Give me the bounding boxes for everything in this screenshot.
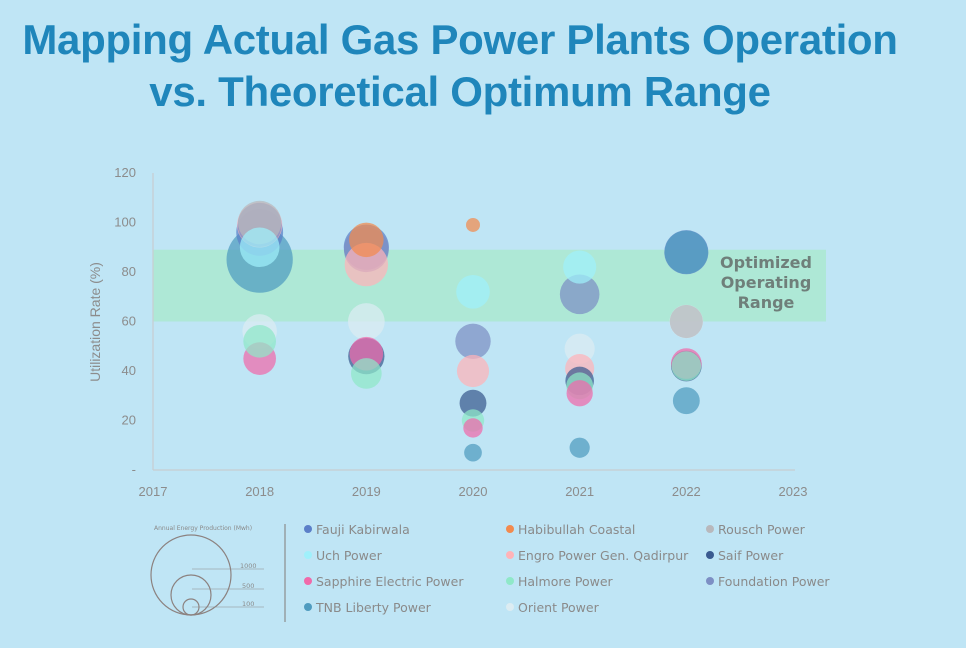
- bubble-habibullah-coastal-2020: [466, 217, 480, 232]
- band-label-line-2: Operating: [721, 273, 812, 292]
- legend-label: Saif Power: [718, 548, 784, 563]
- legend-item: Sapphire Electric Power: [304, 574, 463, 589]
- size-label-1000: 1000: [240, 562, 257, 570]
- legend-marker-icon: [506, 603, 514, 611]
- legend-label: Fauji Kabirwala: [316, 522, 410, 537]
- legend-item: Fauji Kabirwala: [304, 522, 410, 537]
- bubble-foundation-power-2021: [559, 274, 600, 315]
- legend-item: Engro Power Gen. Qadirpur: [506, 548, 688, 563]
- x-tick-label: 2019: [352, 484, 381, 499]
- bubble-tnb-liberty-power-2021: [569, 437, 590, 458]
- bubble-tnb-liberty-power-2022: [664, 230, 709, 274]
- legend-item: Rousch Power: [706, 522, 805, 537]
- legend-marker-icon: [506, 525, 514, 533]
- legend-marker-icon: [706, 551, 714, 559]
- band-label: Optimized Operating Range: [720, 253, 812, 312]
- y-tick-label: 80: [122, 264, 136, 279]
- legend-item: Orient Power: [506, 600, 599, 615]
- size-legend-title: Annual Energy Production (Mwh): [154, 525, 252, 532]
- bubble-tnb-liberty-power-2022: [672, 387, 700, 415]
- legend-marker-icon: [304, 525, 312, 533]
- legend-item: Saif Power: [706, 548, 783, 563]
- legend-label: Engro Power Gen. Qadirpur: [518, 548, 689, 563]
- bubbles: [226, 200, 709, 462]
- bubble-uch-power-2020: [456, 275, 490, 309]
- y-axis-label: Utilization Rate (%): [87, 262, 103, 382]
- legend-marker-icon: [304, 551, 312, 559]
- legend-item: Habibullah Coastal: [506, 522, 635, 537]
- axes: - 20 40 60 80 100 120 2017 2018 2019 2020 2021 2022 2…: [114, 165, 807, 499]
- size-circle-500: [170, 574, 212, 616]
- x-tick-label: 2020: [459, 484, 488, 499]
- bubble-sapphire-electric-power-2021: [566, 380, 593, 407]
- x-tick-label: 2023: [779, 484, 808, 499]
- legend-item: Halmore Power: [506, 574, 613, 589]
- x-tick-label: 2022: [672, 484, 701, 499]
- legend-label: Habibullah Coastal: [518, 522, 636, 537]
- size-legend: Annual Energy Production (Mwh) 1000 500 …: [150, 524, 286, 622]
- chart-title-line-1: Mapping Actual Gas Power Plants Operatio…: [22, 16, 898, 63]
- legend-label: Sapphire Electric Power: [316, 574, 464, 589]
- bubble-habibullah-coastal-2019: [349, 222, 384, 258]
- legend-marker-icon: [706, 525, 714, 533]
- bubble-uch-power-2021: [563, 250, 597, 284]
- legend-label: TNB Liberty Power: [316, 600, 431, 615]
- bubble-halmore-power-2018: [243, 324, 276, 358]
- legend-marker-icon: [506, 551, 514, 559]
- x-tick-label: 2021: [565, 484, 594, 499]
- x-tick-label: 2017: [139, 484, 168, 499]
- size-label-100: 100: [242, 600, 254, 608]
- y-tick-label: 60: [122, 314, 136, 329]
- legend-label: Halmore Power: [518, 574, 613, 589]
- legend-label: Uch Power: [316, 548, 382, 563]
- bubble-halmore-power-2019: [350, 358, 382, 389]
- legend-item: Foundation Power: [706, 574, 830, 589]
- x-tick-label: 2018: [245, 484, 274, 499]
- y-tick-label: 20: [122, 413, 136, 428]
- band-label-line-3: Range: [738, 293, 795, 312]
- band-label-line-1: Optimized: [720, 253, 812, 272]
- y-tick-label: 120: [114, 165, 136, 180]
- bubble-foundation-power-2020: [455, 323, 491, 360]
- bubble-sapphire-electric-power-2020: [463, 418, 483, 438]
- bubble-engro-power-gen-qadirpur-2020: [456, 354, 490, 388]
- legend-marker-icon: [506, 577, 514, 585]
- legend-marker-icon: [304, 577, 312, 585]
- legend-label: Foundation Power: [718, 574, 830, 589]
- legend-item: TNB Liberty Power: [304, 600, 431, 615]
- bubble-tnb-liberty-power-2020: [464, 443, 482, 462]
- chart-title-line-2: vs. Theoretical Optimum Range: [149, 68, 771, 115]
- bubble-halmore-power-2022: [671, 351, 702, 381]
- bubble-orient-power-2019: [347, 303, 385, 340]
- legend-marker-icon: [304, 603, 312, 611]
- bubble-uch-power-2018: [239, 227, 280, 268]
- bubble-rousch-power-2022: [669, 304, 703, 339]
- legend-marker-icon: [706, 577, 714, 585]
- size-label-500: 500: [242, 582, 254, 590]
- legend-label: Orient Power: [518, 600, 599, 615]
- bubble-engro-power-gen-qadirpur-2019: [344, 242, 389, 287]
- y-tick-label: 40: [122, 363, 136, 378]
- legend-item: Uch Power: [304, 548, 382, 563]
- bubble-saif-power-2020: [459, 389, 487, 417]
- legend-label: Rousch Power: [718, 522, 805, 537]
- y-tick-label: -: [132, 462, 136, 477]
- y-tick-label: 100: [114, 215, 136, 230]
